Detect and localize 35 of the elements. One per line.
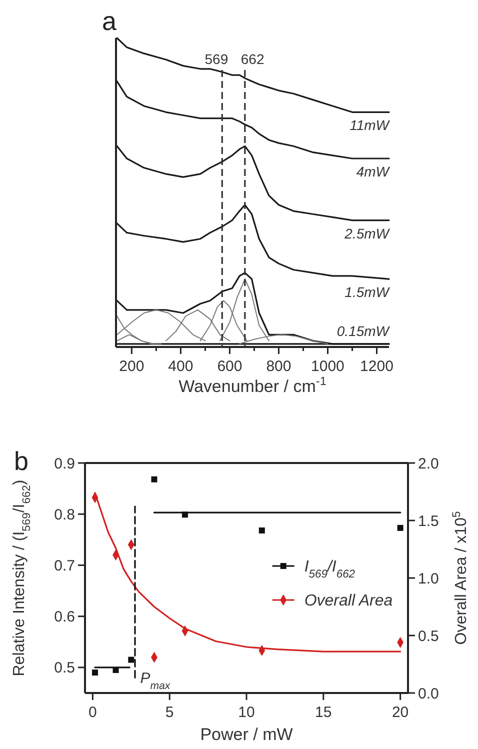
legend-label: I$_{569}$/I$_{662}$ <box>304 558 356 581</box>
x-tick-label: 200 <box>119 358 144 375</box>
y2-tick-label: 1.0 <box>418 570 439 588</box>
series-label: 1.5mW <box>344 284 391 300</box>
series-label: 11mW <box>350 117 391 134</box>
y2-tick-label: 0.0 <box>418 685 439 702</box>
series-label: 4mW <box>356 164 391 180</box>
ref-line-label: 569 <box>204 51 228 67</box>
x-tick-label: 10 <box>238 704 255 721</box>
annotation: P$_{max}$ <box>140 670 171 692</box>
x-tick-label: 15 <box>315 704 332 721</box>
x-tick-label: 0 <box>88 704 97 721</box>
x-tick-label: 5 <box>165 704 174 721</box>
y2-tick-label: 0.5 <box>418 628 439 645</box>
x-axis-title: Wavenumber / cm$^{-1}$ <box>178 374 327 396</box>
series-label: 0.15mW <box>336 322 391 339</box>
chart-title: b <box>14 446 28 476</box>
legend-label: Overall Area <box>304 592 393 610</box>
y-tick-label: 0.8 <box>54 506 75 524</box>
y2-tick-label: 1.5 <box>418 512 439 530</box>
y2-tick-label: 2.0 <box>418 455 439 472</box>
series-label: 2.5mW <box>344 225 391 242</box>
y-tick-label: 0.6 <box>54 608 75 626</box>
x-tick-label: 1000 <box>311 358 344 375</box>
x-tick-label: 800 <box>266 358 292 375</box>
chart-title: a <box>102 6 117 36</box>
x-tick-label: 600 <box>217 358 242 375</box>
x-tick-label: 20 <box>392 704 409 721</box>
x-tick-label: 1200 <box>360 358 394 375</box>
ref-line-label: 662 <box>240 51 264 67</box>
x-tick-label: 400 <box>168 358 194 375</box>
y-tick-label: 0.9 <box>54 455 75 472</box>
y-tick-label: 0.7 <box>54 557 75 574</box>
y-tick-label: 0.5 <box>54 660 75 677</box>
x-axis-title: Power / mW <box>200 725 293 744</box>
